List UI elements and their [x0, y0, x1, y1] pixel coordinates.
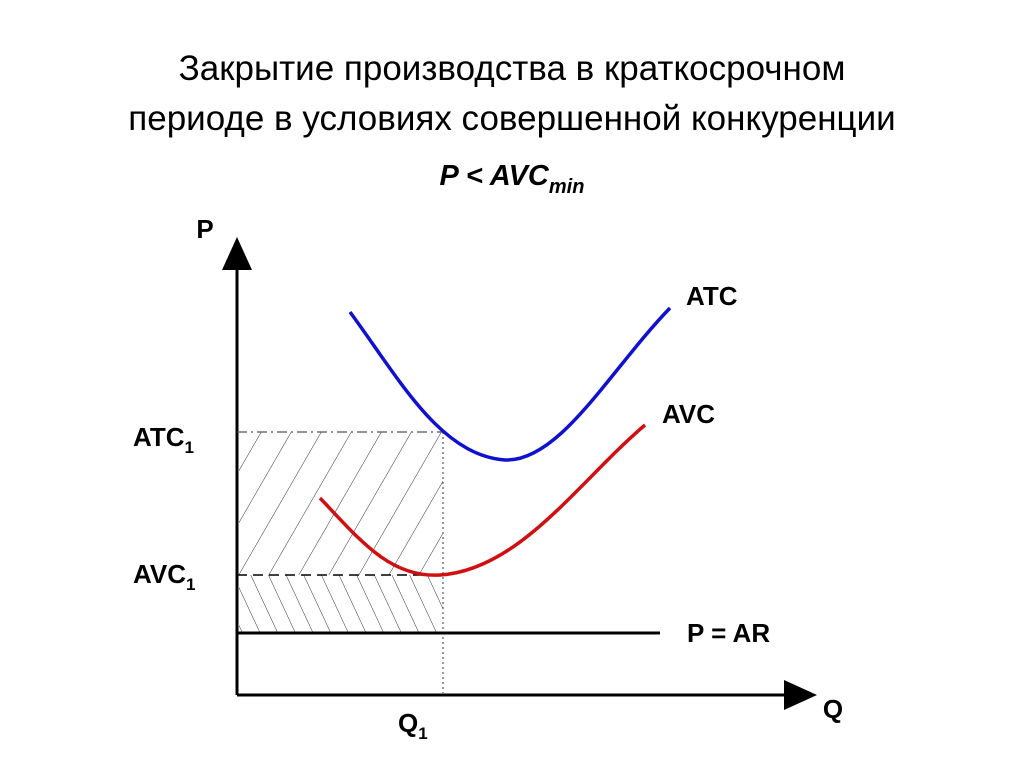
q1-main: Q [398, 708, 418, 738]
atc1-main: ATC [133, 422, 185, 452]
condition-sub: min [549, 176, 585, 198]
atc-label: ATC [686, 281, 738, 311]
condition-main: P < AVC [440, 160, 550, 192]
y-axis-label: P [196, 214, 213, 244]
x-axis-label: Q [823, 694, 843, 724]
avc-curve [318, 423, 647, 577]
avc1-label: AVC1 [133, 559, 195, 594]
hatch-variable-area [239, 575, 443, 633]
atc1-label: ATC1 [133, 422, 194, 457]
avc1-main: AVC [133, 559, 186, 589]
atc-curve [348, 306, 672, 462]
avc1-sub: 1 [186, 575, 195, 594]
atc1-sub: 1 [185, 438, 194, 457]
price-label: P = AR [687, 618, 770, 648]
q1-label: Q1 [398, 708, 428, 743]
title-line: периоде в условиях совершенной конкуренц… [128, 99, 895, 138]
avc-label: AVC [662, 399, 715, 429]
hatch-loss-area [239, 432, 443, 575]
q1-sub: 1 [418, 724, 427, 743]
condition: P < AVCmin [440, 160, 585, 198]
title-line: Закрытие производства в краткосрочном [179, 49, 846, 88]
